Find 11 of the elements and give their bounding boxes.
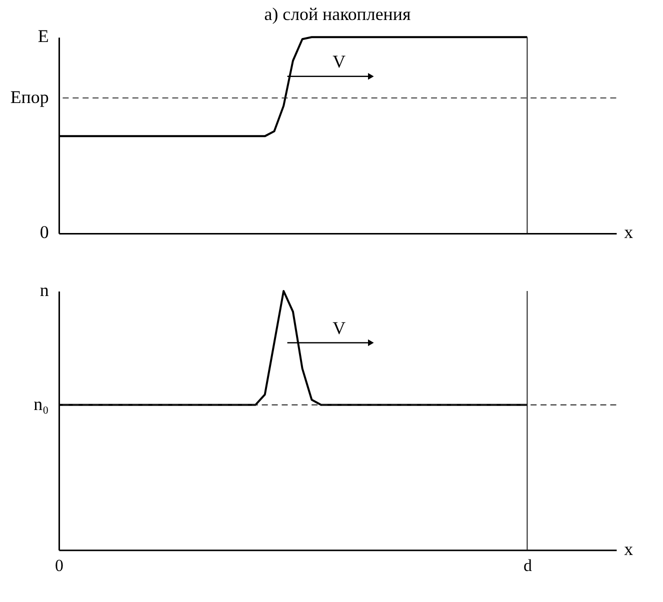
chart-title: а) слой накопления	[264, 4, 411, 24]
x-axis-title: x	[624, 222, 634, 242]
text: n	[40, 280, 49, 300]
annotation: V	[332, 318, 346, 338]
x-tick-label: d	[523, 556, 532, 576]
annotation: V	[332, 51, 346, 72]
ref-line-label: Eпор	[10, 86, 49, 107]
text: 0	[40, 222, 49, 242]
ref-line-label: n₀	[34, 394, 49, 414]
text: E	[38, 26, 49, 46]
x-axis-title: x	[624, 538, 634, 559]
